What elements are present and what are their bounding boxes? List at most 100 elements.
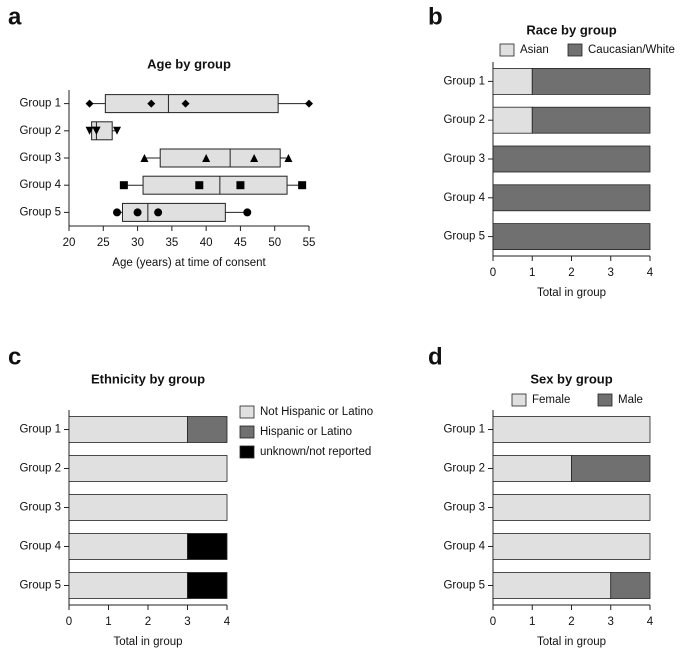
bar — [492, 145, 651, 173]
legend-label: Male — [618, 394, 643, 406]
bar — [492, 223, 651, 251]
panel-letter: b — [428, 3, 443, 30]
legend-swatch — [239, 445, 255, 459]
bar — [187, 572, 228, 599]
legend-label: Not Hispanic or Latino — [260, 406, 373, 418]
point — [85, 126, 94, 135]
legend-label: Asian — [520, 44, 549, 56]
point — [305, 99, 313, 108]
bar — [610, 572, 651, 599]
legend-swatch — [499, 43, 515, 57]
y-tick-label: Group 5 — [19, 580, 61, 592]
panel-letter: a — [8, 3, 22, 30]
y-tick-label: Group 3 — [19, 502, 61, 514]
x-tick-label: 20 — [63, 237, 76, 249]
x-tick-label: 3 — [184, 616, 190, 628]
bar — [531, 68, 651, 95]
y-tick-label: Group 3 — [443, 502, 485, 514]
point — [250, 154, 259, 162]
chart-title: Race by group — [526, 22, 616, 37]
y-tick-label: Group 1 — [19, 424, 61, 436]
y-tick-label: Group 5 — [443, 231, 485, 243]
legend-label: Caucasian/White — [588, 44, 675, 56]
legend-swatch — [239, 425, 255, 439]
y-tick-label: Group 2 — [19, 463, 61, 475]
x-axis-label: Total in group — [537, 287, 606, 299]
point — [113, 208, 121, 217]
y-tick-label: Group 4 — [19, 179, 61, 191]
chart-title: Ethnicity by group — [91, 371, 205, 386]
bar — [492, 184, 651, 212]
x-tick-label: 2 — [568, 616, 574, 628]
x-tick-label: 25 — [97, 237, 110, 249]
bar — [68, 572, 188, 599]
point — [113, 126, 121, 135]
bar — [571, 455, 651, 482]
x-tick-label: 30 — [131, 237, 144, 249]
bar — [492, 572, 612, 599]
x-axis-label: Total in group — [537, 636, 606, 648]
x-axis-label: Total in group — [113, 636, 182, 648]
x-tick-label: 55 — [303, 237, 316, 249]
x-tick-label: 50 — [268, 237, 281, 249]
bar — [187, 533, 228, 560]
chart-title: Sex by group — [530, 371, 612, 386]
point — [195, 181, 204, 190]
x-tick-label: 2 — [145, 616, 151, 628]
panel-letter: c — [8, 343, 21, 370]
point — [298, 181, 307, 190]
y-tick-label: Group 2 — [443, 114, 485, 126]
bar — [492, 455, 572, 482]
y-tick-label: Group 2 — [443, 463, 485, 475]
legend-swatch — [567, 43, 583, 57]
x-tick-label: 1 — [105, 616, 111, 628]
point — [140, 154, 149, 162]
bar — [68, 533, 188, 560]
bar — [68, 494, 228, 521]
x-tick-label: 3 — [608, 267, 614, 279]
point — [133, 208, 142, 217]
x-tick-label: 2 — [568, 267, 574, 279]
point — [85, 99, 94, 108]
bar — [492, 494, 651, 521]
y-tick-label: Group 3 — [19, 152, 61, 164]
legend-swatch — [597, 393, 613, 407]
y-tick-label: Group 3 — [443, 153, 485, 165]
x-tick-label: 4 — [647, 616, 654, 628]
point — [119, 181, 128, 190]
bar — [68, 416, 188, 443]
x-tick-label: 1 — [529, 616, 535, 628]
panel-letter: d — [428, 343, 443, 370]
y-tick-label: Group 1 — [443, 75, 485, 87]
x-tick-label: 0 — [490, 267, 496, 279]
x-tick-label: 45 — [234, 237, 247, 249]
x-tick-label: 0 — [490, 616, 496, 628]
bar — [187, 416, 228, 443]
y-tick-label: Group 4 — [19, 541, 61, 553]
legend-swatch — [239, 405, 255, 419]
x-tick-label: 35 — [165, 237, 178, 249]
box — [142, 175, 288, 195]
point — [202, 154, 211, 162]
x-tick-label: 4 — [647, 267, 654, 279]
x-axis-label: Age (years) at time of consent — [112, 257, 266, 269]
y-tick-label: Group 1 — [443, 424, 485, 436]
chart-title: Age by group — [147, 56, 231, 71]
bar — [68, 455, 228, 482]
point — [154, 208, 163, 217]
point — [181, 99, 190, 108]
y-tick-label: Group 2 — [19, 125, 61, 137]
point — [284, 154, 293, 162]
legend-swatch — [511, 393, 527, 407]
x-tick-label: 0 — [66, 616, 72, 628]
point — [147, 99, 156, 108]
x-tick-label: 3 — [608, 616, 614, 628]
y-tick-label: Group 5 — [19, 206, 61, 218]
bar — [492, 106, 533, 134]
point — [92, 126, 101, 135]
box — [104, 94, 279, 114]
x-tick-label: 40 — [200, 237, 213, 249]
y-tick-label: Group 4 — [443, 541, 485, 553]
box — [159, 148, 281, 168]
